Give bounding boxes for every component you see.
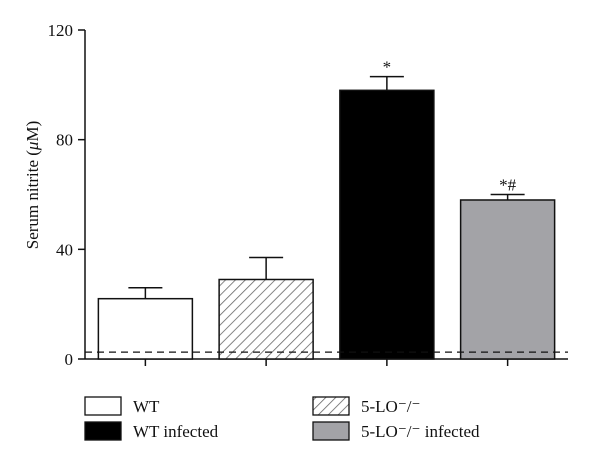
y-tick-label: 120	[48, 21, 74, 40]
legend: WT 5-LO⁻/⁻ WT infected 5-LO⁻/⁻ infected	[84, 396, 480, 441]
bar	[97, 297, 194, 360]
y-tick-label: 0	[65, 350, 74, 369]
legend-label: WT	[133, 397, 160, 416]
legend-label: WT infected	[133, 422, 219, 441]
error-bars	[128, 75, 525, 299]
bar	[218, 278, 314, 360]
bar	[339, 89, 435, 360]
legend-label: 5-LO⁻/⁻	[361, 397, 421, 416]
bars	[97, 89, 556, 366]
legend-swatch	[312, 396, 350, 416]
legend-label: 5-LO⁻/⁻ infected	[361, 422, 480, 441]
y-ticks: 0 40 80 120	[48, 21, 85, 369]
legend-swatch	[84, 396, 122, 416]
legend-swatch	[84, 421, 122, 441]
significance-mark: *#	[499, 176, 517, 195]
significance-mark: *	[383, 58, 392, 77]
y-axis-title: Serum nitrite (μM)	[23, 121, 42, 249]
legend-swatch	[312, 421, 350, 441]
y-tick-label: 80	[56, 131, 73, 150]
annotations: * *#	[383, 58, 517, 195]
y-tick-label: 40	[56, 240, 73, 259]
bar	[459, 199, 556, 360]
